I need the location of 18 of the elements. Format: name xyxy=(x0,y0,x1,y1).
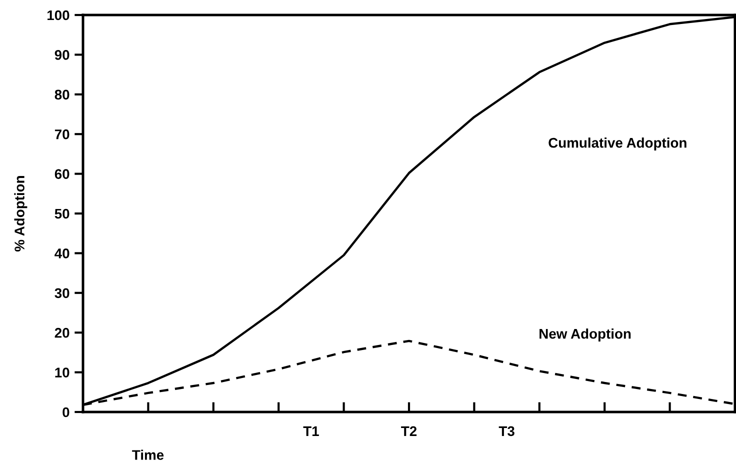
y-tick-label: 40 xyxy=(54,248,70,258)
x-tick-label: T1 xyxy=(303,426,319,436)
y-tick-label: 0 xyxy=(62,407,70,418)
y-tick-label: 50 xyxy=(54,208,70,219)
y-tick-label: 100 xyxy=(48,10,70,20)
annotation: Cumulative Adoption xyxy=(548,138,686,150)
x-axis-title: Time xyxy=(132,450,164,460)
y-tick-label: 70 xyxy=(54,129,70,140)
y-tick-label: 80 xyxy=(54,90,70,100)
x-tick-label: T3 xyxy=(498,426,514,436)
y-tick-label: 20 xyxy=(54,328,70,338)
annotation: New Adoption xyxy=(540,328,631,342)
y-tick-label: 90 xyxy=(54,50,70,60)
x-tick-label: T2 xyxy=(401,426,417,436)
y-tick-label: 30 xyxy=(54,288,70,298)
y-tick-label: 10 xyxy=(55,368,70,378)
y-tick-label: 60 xyxy=(54,169,70,179)
y-axis-title: % Adoption xyxy=(14,176,28,252)
